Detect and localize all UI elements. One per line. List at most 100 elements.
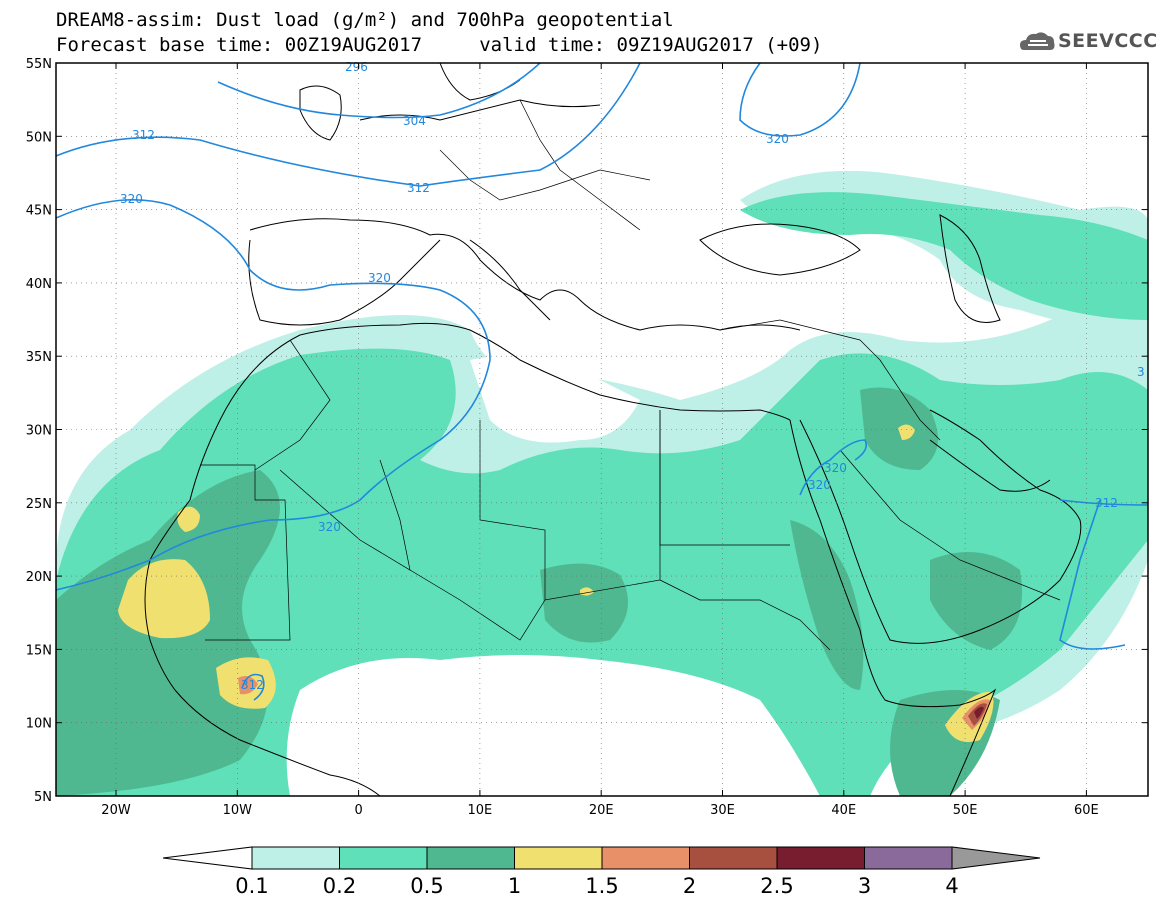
map-title: DREAM8-assim: Dust load (g/m²) and 700hP… — [56, 9, 674, 31]
coast-north-europe — [359, 99, 601, 121]
lon-tick-label: 10W — [223, 803, 253, 818]
contour-label: 320 — [120, 192, 143, 206]
dust-mid-caspian — [740, 192, 1148, 320]
contour-label: 320 — [318, 520, 341, 534]
border-saudi — [839, 449, 1061, 601]
colorbar-label: 1.5 — [585, 874, 618, 898]
lat-tick-label: 40N — [26, 277, 52, 292]
contour-line-320-west — [56, 198, 491, 591]
dust-fields — [56, 170, 1148, 796]
coast-britain — [299, 85, 342, 141]
contour-label: 320 — [368, 271, 391, 285]
coast-arabia — [799, 409, 1082, 644]
lon-tick-label: 30E — [710, 803, 735, 818]
colorbar-swatch — [514, 846, 603, 870]
colorbar-swatch — [689, 846, 778, 870]
border-turkey — [719, 319, 881, 361]
lat-axis: 55N 50N 45N 40N 35N 30N 25N 20N 15N 10N 5N — [26, 57, 1148, 805]
coast-black-sea — [699, 223, 861, 276]
contour-label: 296 — [345, 60, 368, 74]
dust-orange-mali — [238, 676, 258, 695]
lat-tick-label: 55N — [26, 57, 52, 72]
colorbar-label: 2.5 — [760, 874, 793, 898]
coast-europe — [249, 218, 801, 331]
lon-tick-label: 20E — [589, 803, 614, 818]
dust-yellow-mauritania — [118, 559, 210, 639]
contour-label: 312 — [132, 128, 155, 142]
lon-tick-label: 40E — [831, 803, 856, 818]
logo-text: SEEVCCC — [1058, 30, 1158, 52]
border-niger-nigeria — [409, 569, 546, 641]
contour-label: 320 — [824, 461, 847, 475]
colorbar-swatch — [864, 846, 953, 870]
coast-north-africa — [299, 322, 791, 421]
border-morocco — [254, 339, 331, 471]
lat-tick-label: 5N — [34, 790, 52, 805]
border-europe-1 — [439, 149, 651, 201]
dust-dark-arabia — [930, 552, 1022, 650]
colorbar-label: 0.1 — [235, 874, 268, 898]
coast-persian-gulf — [929, 439, 1051, 492]
lat-tick-label: 10N — [26, 717, 52, 732]
lon-tick-label: 0 — [354, 803, 362, 818]
border-mauritania — [200, 464, 291, 641]
coast-red-sea-west — [789, 419, 997, 796]
lat-tick-label: 20N — [26, 570, 52, 585]
colorbar-label: 1 — [508, 874, 521, 898]
coast-iberia — [248, 239, 441, 326]
dust-dark-chad — [540, 563, 628, 643]
colorbar-low-arrow — [162, 846, 253, 870]
clean-air-south — [286, 655, 821, 796]
dust-dark-red-sea — [790, 520, 864, 690]
coast-caspian — [939, 214, 1001, 323]
colorbar-swatch — [426, 846, 515, 870]
coast-west-africa — [144, 334, 381, 796]
colorbar-label: 0.5 — [410, 874, 443, 898]
contour-line-320-arabia — [799, 439, 868, 496]
border-egypt — [659, 410, 790, 546]
lat-tick-label: 45N — [26, 204, 52, 219]
lon-tick-label: 60E — [1074, 803, 1099, 818]
lat-tick-label: 15N — [26, 643, 52, 658]
contour-label: 312 — [407, 181, 430, 195]
coast-italy — [469, 239, 551, 321]
cloud-logo-icon — [1020, 32, 1055, 50]
forecast-time-line: Forecast base time: 00Z19AUG2017 valid t… — [56, 34, 823, 56]
lat-tick-label: 50N — [26, 130, 52, 145]
contour-line-304 — [217, 63, 541, 119]
contour-label: 320 — [808, 478, 831, 492]
border-europe-2 — [519, 99, 641, 231]
border-iraq-iran — [879, 359, 941, 441]
dust-yellow-iraq — [898, 424, 915, 440]
colorbar-label: 3 — [858, 874, 871, 898]
lat-tick-label: 25N — [26, 497, 52, 512]
lon-axis: 20W 10W 0 10E 20E 30E 40E 50E 60E — [101, 63, 1099, 818]
colorbar-swatch — [776, 846, 865, 870]
lon-tick-label: 20W — [101, 803, 131, 818]
border-sudan — [659, 579, 831, 651]
clean-air-libya — [470, 355, 640, 443]
contour-line-312-north — [56, 63, 641, 187]
contour-line-312-east — [1059, 499, 1148, 506]
lat-tick-label: 30N — [26, 424, 52, 439]
lat-tick-label: 35N — [26, 350, 52, 365]
contour-label: 320 — [766, 132, 789, 146]
contour-line-320-east — [739, 63, 861, 137]
colorbar-label: 2 — [683, 874, 696, 898]
colorbar-swatch — [601, 846, 690, 870]
colorbar-label: 0.2 — [323, 874, 356, 898]
contour-label: 312 — [241, 678, 264, 692]
colorbar-label: 4 — [945, 874, 958, 898]
colorbar: 0.1 0.2 0.5 1 1.5 2 2.5 3 4 — [162, 846, 1041, 898]
contour-line-312-mali — [241, 673, 265, 701]
lon-tick-label: 50E — [953, 803, 978, 818]
dust-yellow-mauritania-n — [177, 506, 200, 532]
colorbar-swatch — [339, 846, 428, 870]
contour-labels: 296 304 312 312 320 320 320 320 320 320 … — [120, 60, 1145, 692]
lon-tick-label: 10E — [468, 803, 493, 818]
colorbar-high-arrow — [951, 846, 1041, 870]
dust-maroon-somalia — [974, 706, 984, 719]
colorbar-swatch — [251, 846, 340, 870]
contour-label: 3 — [1137, 365, 1145, 379]
